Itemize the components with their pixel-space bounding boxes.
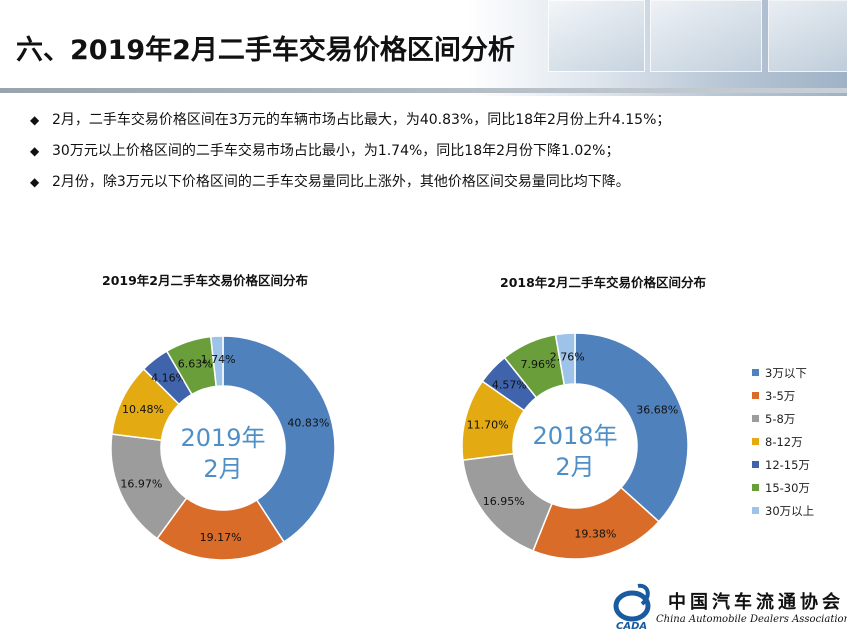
slice-data-label: 36.68% <box>636 403 678 416</box>
donut-center-label: 2月 <box>555 453 594 481</box>
legend-item: 8-12万 <box>752 430 814 453</box>
logo-chinese-name: 中国汽车流通协会 <box>668 592 844 613</box>
bullet-item: ◆ 2月，二手车交易价格区间在3万元的车辆市场占比最大，为40.83%，同比18年… <box>30 112 671 128</box>
slice-data-label: 11.70% <box>467 418 509 431</box>
donut-slice <box>574 332 689 523</box>
legend-item: 30万以上 <box>752 499 814 522</box>
bullet-item: ◆ 30万元以上价格区间的二手车交易市场占比最小，为1.74%，同比18年2月份下… <box>30 143 620 159</box>
slice-data-label: 19.38% <box>574 528 616 541</box>
legend-swatch <box>752 392 759 399</box>
slice-data-label: 10.48% <box>122 403 164 416</box>
cada-logo-icon: CADA <box>613 583 651 632</box>
diamond-bullet-icon: ◆ <box>30 113 40 127</box>
slice-data-label: 1.74% <box>201 353 236 366</box>
slice-data-label: 4.57% <box>492 378 527 391</box>
legend-swatch <box>752 438 759 445</box>
slice-data-label: 19.17% <box>200 531 242 544</box>
legend-item: 15-30万 <box>752 476 814 499</box>
logo-mark-text: CADA <box>616 621 647 632</box>
legend-item: 5-8万 <box>752 407 814 430</box>
legend-item: 3-5万 <box>752 384 814 407</box>
slice-data-label: 4.16% <box>151 372 186 385</box>
slice-data-label: 16.97% <box>120 477 162 490</box>
header-decoration <box>548 0 645 72</box>
bullet-item: ◆ 2月份，除3万元以下价格区间的二手车交易量同比上涨外，其他价格区间交易量同比均… <box>30 174 630 190</box>
diamond-bullet-icon: ◆ <box>30 144 40 158</box>
slice-data-label: 7.96% <box>521 358 556 371</box>
chart-title-2018: 2018年2月二手车交易价格区间分布 <box>500 275 706 290</box>
slice-data-label: 16.95% <box>483 495 525 508</box>
legend-swatch <box>752 507 759 514</box>
donut-slice <box>222 335 336 543</box>
legend-swatch <box>752 415 759 422</box>
legend-item: 3万以下 <box>752 361 814 384</box>
donut-slice <box>554 332 576 386</box>
legend-swatch <box>752 484 759 491</box>
donut-slice <box>209 335 224 388</box>
legend-swatch <box>752 461 759 468</box>
donut-center-label: 2月 <box>203 455 242 483</box>
header-decoration <box>768 0 847 72</box>
header-decoration <box>650 0 762 72</box>
slice-data-label: 6.63% <box>178 357 213 370</box>
donut-center-label: 2018年 <box>532 422 617 450</box>
slice-data-label: 2.76% <box>550 350 585 363</box>
cada-logo: CADA 中国汽车流通协会 China Automobile Dealers A… <box>612 580 847 635</box>
logo-english-name: China Automobile Dealers Association <box>656 614 847 625</box>
chart-legend: 3万以下 3-5万 5-8万 8-12万 12-15万 15-30万 30万以上 <box>752 361 814 522</box>
chart-title-2019: 2019年2月二手车交易价格区间分布 <box>102 273 308 288</box>
diamond-bullet-icon: ◆ <box>30 175 40 189</box>
page-title: 六、2019年2月二手车交易价格区间分析 <box>16 35 515 66</box>
donut-center-label: 2019年 <box>180 424 265 452</box>
legend-swatch <box>752 369 759 376</box>
title-divider <box>0 88 847 93</box>
slice-data-label: 40.83% <box>287 417 329 430</box>
summary-bullets: ◆ 2月，二手车交易价格区间在3万元的车辆市场占比最大，为40.83%，同比18年… <box>30 110 670 203</box>
legend-item: 12-15万 <box>752 453 814 476</box>
